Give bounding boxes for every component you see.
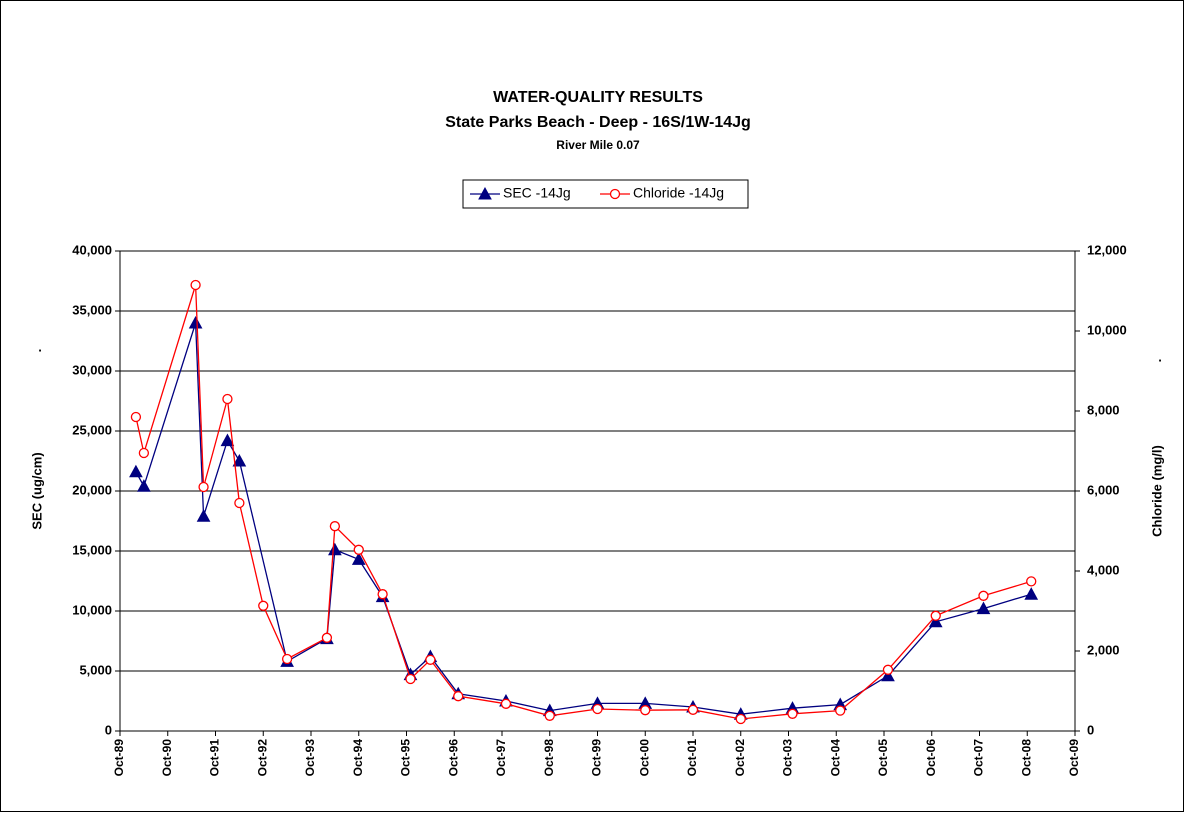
data-point [928,614,943,628]
x-tick-label: Oct-96 [446,739,460,777]
data-point [687,704,699,715]
x-tick-label: Oct-06 [924,739,938,777]
y-tick-label: 10,000 [72,602,112,617]
x-tick-label: Oct-99 [590,739,604,777]
y-tick-label: 20,000 [72,482,112,497]
data-point [835,705,846,716]
data-point [232,453,247,467]
data-point [405,673,416,685]
data-point [882,664,894,675]
x-tick-label: Oct-02 [733,739,747,777]
data-point [130,411,142,423]
data-point [329,521,341,532]
legend-label: Chloride -14Jg [633,185,724,201]
data-point [222,393,233,405]
data-point [881,668,895,682]
data-point [281,653,293,665]
data-point [129,464,143,478]
y2-tick-label: 2,000 [1087,642,1120,657]
data-point [544,710,555,721]
y-tick-label: 15,000 [72,542,112,557]
x-tick-label: Oct-03 [781,739,795,777]
y-tick-label: 40,000 [72,242,112,257]
data-point [234,497,245,509]
chart-subtitle: State Parks Beach - Deep - 16S/1W-14Jg [445,114,751,131]
data-point [787,708,798,719]
legend-marker [609,188,621,200]
data-point [976,601,991,615]
data-point [640,705,651,716]
data-point [328,542,342,556]
x-tick-label: Oct-89 [112,739,126,777]
y-tick-label: 30,000 [72,362,112,377]
y2-tick-label: 10,000 [1087,322,1127,337]
data-point [190,279,201,291]
data-point [377,589,388,600]
y2-tick-label: 4,000 [1087,562,1120,577]
x-tick-label: Oct-04 [828,739,842,777]
data-point [592,703,603,715]
y-tick-label: 0 [105,722,112,737]
data-point [137,479,151,492]
y2-tick-label: 0 [1087,722,1094,737]
x-tick-label: Oct-92 [255,739,269,777]
y2-axis-note: . [1158,349,1162,364]
x-tick-label: Oct-01 [685,739,699,777]
data-point [735,713,746,725]
data-point [500,698,512,709]
data-point [196,509,211,522]
y2-tick-label: 8,000 [1087,402,1120,417]
data-point [453,691,464,702]
y2-axis-label: Chloride (mg/l) [1149,445,1164,537]
x-tick-label: Oct-97 [494,739,508,777]
y-tick-label: 35,000 [72,302,112,317]
data-point [425,654,436,665]
x-tick-label: Oct-93 [303,739,317,777]
x-tick-label: Oct-90 [160,739,174,777]
chart-title: WATER-QUALITY RESULTS [493,89,703,106]
data-point [1024,587,1039,600]
data-point [198,481,209,493]
y-tick-label: 25,000 [72,422,112,437]
y2-tick-label: 12,000 [1087,242,1127,257]
data-point [353,544,364,555]
x-tick-label: Oct-95 [399,739,413,777]
data-point [1026,576,1037,587]
data-point [930,610,941,621]
data-point [321,632,333,643]
data-point [351,552,366,565]
data-point [258,600,269,611]
y-tick-label: 5,000 [79,662,112,677]
x-tick-label: Oct-09 [1067,739,1081,777]
y-axis-label: SEC (ug/cm) [29,452,44,529]
legend-marker [478,186,492,200]
x-tick-label: Oct-08 [1019,739,1033,777]
data-point [220,433,235,447]
x-tick-label: Oct-91 [208,739,222,777]
x-tick-label: Oct-05 [876,739,890,777]
x-tick-label: Oct-00 [637,739,651,777]
x-tick-label: Oct-94 [351,739,365,777]
chart-caption: River Mile 0.07 [556,138,640,152]
legend-label: SEC -14Jg [503,185,571,201]
x-tick-label: Oct-98 [542,739,556,777]
data-point [978,590,989,601]
y-axis-note: . [38,339,42,354]
data-point [188,315,203,329]
data-point [138,447,150,459]
y2-tick-label: 6,000 [1087,482,1120,497]
x-tick-label: Oct-07 [972,739,986,777]
